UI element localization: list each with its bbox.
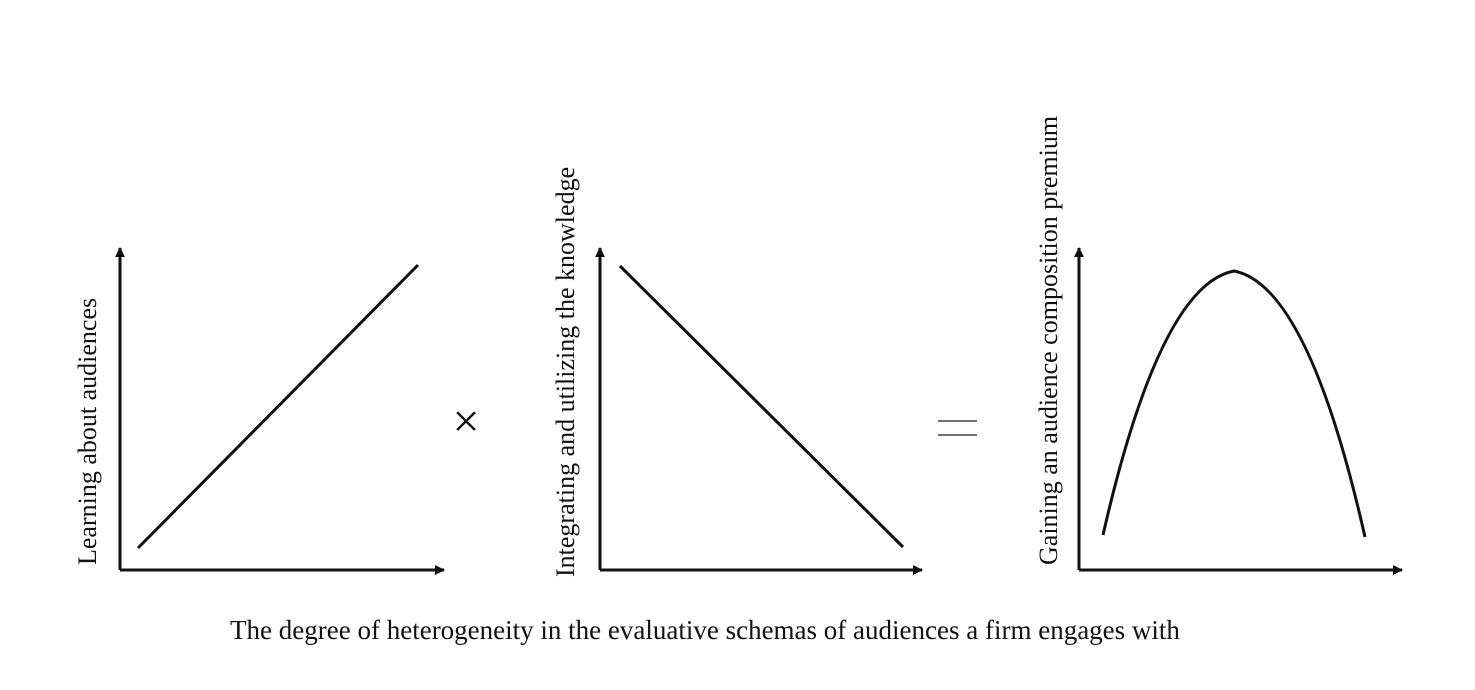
panel-learning: Learning about audiences (73, 247, 445, 575)
panel-1-increasing-line (136, 263, 420, 550)
panel-3-inverted-u-curve (1101, 269, 1367, 538)
panel-2-decreasing-line (618, 264, 905, 549)
panel-1-ylabel: Learning about audiences (73, 298, 102, 565)
equals-operator: = (938, 420, 977, 436)
panel-integrating: Integrating and utilizing the knowledge (551, 167, 923, 577)
multiply-operator: × (452, 395, 479, 448)
panel-premium: Gaining an audience composition premium (1034, 116, 1403, 575)
panel-2-ylabel: Integrating and utilizing the knowledge (551, 167, 580, 577)
shared-xlabel: The degree of heterogeneity in the evalu… (230, 615, 1180, 645)
panel-3-ylabel: Gaining an audience composition premium (1034, 116, 1063, 565)
